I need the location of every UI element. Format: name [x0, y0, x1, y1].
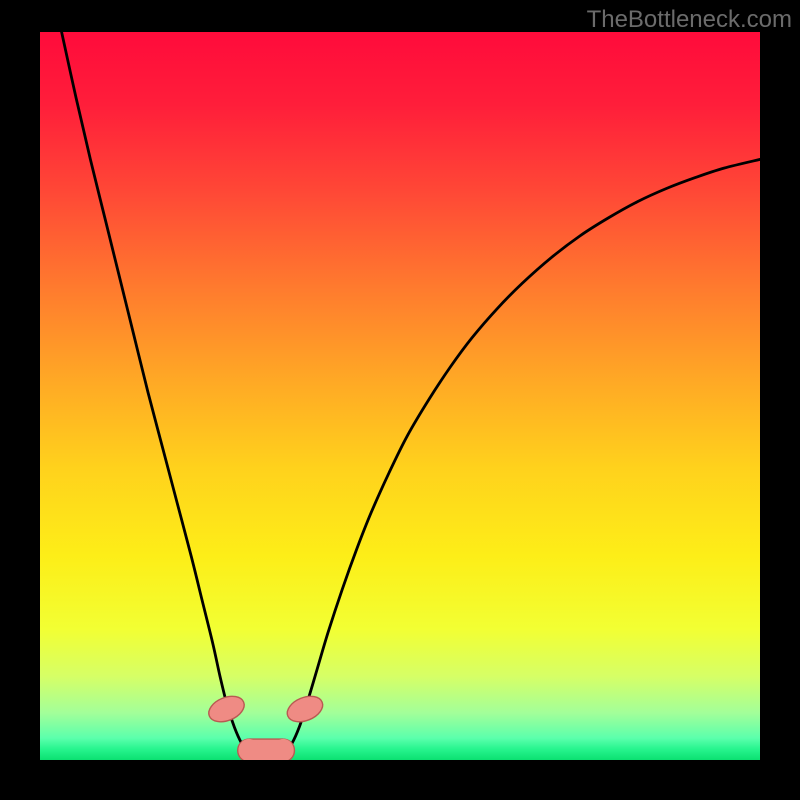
- stage: TheBottleneck.com: [0, 0, 800, 800]
- bottleneck-chart: [40, 32, 760, 760]
- marker-cluster-lobe: [273, 739, 293, 760]
- watermark-text: TheBottleneck.com: [587, 6, 792, 34]
- marker-cluster-lobe: [239, 739, 259, 760]
- marker-cluster: [238, 739, 295, 760]
